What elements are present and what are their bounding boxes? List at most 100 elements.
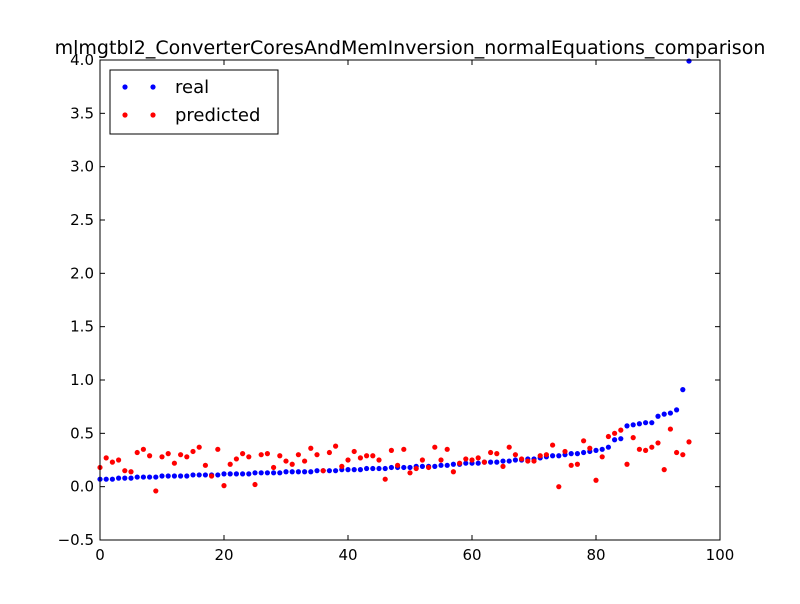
point-real <box>134 474 140 480</box>
point-real <box>333 468 339 474</box>
point-real <box>165 473 171 479</box>
point-real <box>271 470 277 476</box>
point-real <box>277 470 283 476</box>
point-real <box>240 471 246 477</box>
x-tick-label: 20 <box>214 546 233 564</box>
point-real <box>388 464 394 471</box>
legend-marker <box>150 84 156 90</box>
point-predicted <box>339 463 345 469</box>
point-real <box>258 470 264 476</box>
point-predicted <box>537 453 543 459</box>
point-predicted <box>302 458 308 464</box>
point-predicted <box>376 457 382 463</box>
point-predicted <box>686 439 692 445</box>
point-predicted <box>426 464 432 471</box>
point-real <box>326 468 332 474</box>
point-predicted <box>636 446 643 452</box>
legend-marker <box>150 112 156 118</box>
point-predicted <box>209 473 215 479</box>
point-predicted <box>450 469 456 475</box>
point-real <box>500 458 506 464</box>
point-predicted <box>432 444 438 450</box>
point-predicted <box>481 459 487 465</box>
point-real <box>351 467 357 473</box>
point-predicted <box>364 453 370 459</box>
point-predicted <box>147 453 153 459</box>
point-predicted <box>568 462 574 468</box>
point-predicted <box>233 456 239 462</box>
point-real <box>140 474 146 480</box>
point-real <box>308 469 314 475</box>
point-real <box>630 422 636 428</box>
point-predicted <box>401 446 407 452</box>
point-predicted <box>649 444 655 450</box>
point-predicted <box>246 454 252 460</box>
point-real <box>444 462 450 468</box>
point-real <box>289 469 295 475</box>
point-real <box>494 459 500 465</box>
plot-area <box>100 60 720 540</box>
point-real <box>680 387 686 393</box>
point-predicted <box>202 462 208 468</box>
point-predicted <box>240 451 246 457</box>
point-predicted <box>178 452 184 458</box>
point-predicted <box>587 445 593 451</box>
point-predicted <box>103 455 109 461</box>
legend-entry-predicted: predicted <box>122 105 260 126</box>
point-real <box>252 470 258 476</box>
point-predicted <box>463 456 469 462</box>
point-predicted <box>271 464 277 471</box>
y-tick-label: −0.5 <box>58 531 94 549</box>
point-predicted <box>581 438 587 444</box>
point-real <box>438 462 444 468</box>
point-real <box>302 469 308 475</box>
point-predicted <box>122 468 128 474</box>
point-predicted <box>326 449 332 456</box>
point-predicted <box>593 477 599 483</box>
point-predicted <box>190 448 196 455</box>
point-predicted <box>680 452 686 458</box>
point-real <box>550 453 556 459</box>
point-predicted <box>612 430 618 436</box>
point-predicted <box>388 447 394 453</box>
point-predicted <box>153 488 159 494</box>
point-real <box>649 420 655 426</box>
point-predicted <box>444 446 450 452</box>
point-real <box>593 447 599 453</box>
point-predicted <box>382 476 388 482</box>
point-predicted <box>171 460 177 466</box>
point-predicted <box>128 469 134 475</box>
point-predicted <box>550 442 556 448</box>
point-real <box>407 464 413 471</box>
point-real <box>184 473 190 479</box>
point-predicted <box>531 458 537 464</box>
point-predicted <box>264 451 270 457</box>
y-tick-label: 0.0 <box>70 478 94 496</box>
point-predicted <box>605 433 612 440</box>
data-markers <box>97 58 692 494</box>
point-real <box>506 458 512 464</box>
point-predicted <box>283 458 289 464</box>
y-tick-label: 3.5 <box>70 104 94 122</box>
legend-marker <box>122 84 128 90</box>
point-real <box>599 446 605 452</box>
point-predicted <box>215 446 221 452</box>
x-tick-label: 40 <box>338 546 357 564</box>
point-real <box>345 467 351 473</box>
point-predicted <box>345 457 351 463</box>
point-predicted <box>674 449 680 456</box>
point-predicted <box>351 448 357 455</box>
chart-title: mlmgtbl2_ConverterCoresAndMemInversion_n… <box>55 37 766 59</box>
point-predicted <box>370 453 376 459</box>
y-tick-label: 1.5 <box>70 318 94 336</box>
point-predicted <box>357 455 363 461</box>
point-real <box>655 413 661 419</box>
y-tick-label: 1.0 <box>70 371 94 389</box>
point-real <box>661 411 667 417</box>
point-real <box>376 465 382 472</box>
point-real <box>202 472 208 478</box>
point-predicted <box>643 447 649 453</box>
point-real <box>190 472 196 478</box>
point-predicted <box>574 461 581 467</box>
point-real <box>283 469 289 475</box>
